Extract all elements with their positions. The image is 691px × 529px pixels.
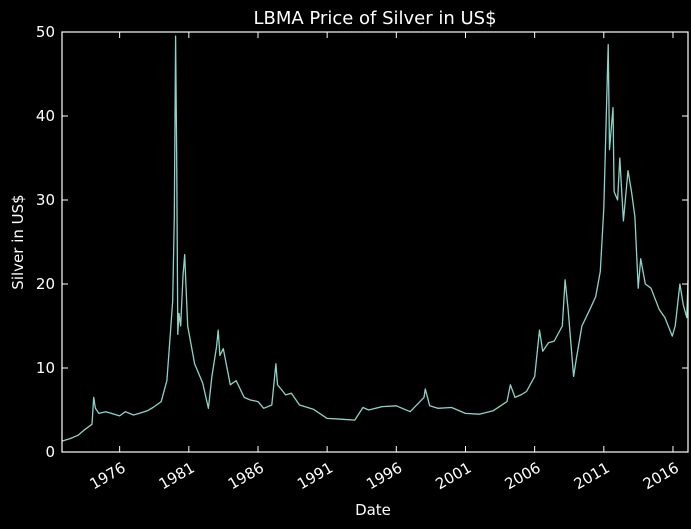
y-tick-label: 30	[36, 191, 55, 209]
y-axis-label: Silver in US$	[9, 194, 27, 289]
series-line-0	[61, 35, 689, 442]
y-tick-label: 40	[36, 107, 55, 125]
y-axis: 0 10 20 30 40 50	[36, 23, 688, 461]
y-tick-label: 10	[36, 359, 55, 377]
x-axis-label: Date	[355, 501, 391, 519]
y-tick-label: 20	[36, 275, 55, 293]
axes-frame	[61, 31, 689, 453]
plot-area	[61, 35, 689, 442]
y-tick-label: 50	[36, 23, 55, 41]
y-tick-label: 0	[45, 443, 55, 461]
chart-title: LBMA Price of Silver in US$	[253, 8, 496, 29]
